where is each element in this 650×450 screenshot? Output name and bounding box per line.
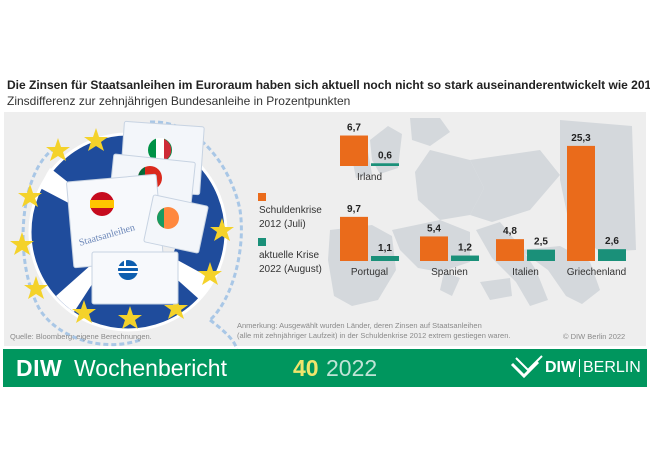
legend-2012-line2: 2012 (Juli): [259, 219, 306, 230]
value-label-griechenland-series1: 25,3: [571, 133, 591, 144]
greece-flag-icon: [118, 260, 138, 280]
bond-sheets: Staatsanleihen: [66, 120, 209, 305]
value-label-irland-series2: 0,6: [378, 150, 392, 161]
banner-year: 2022: [326, 355, 378, 381]
logo-separator: [579, 359, 580, 377]
bar-italien-series2: [527, 249, 555, 261]
bar-irland-series2: [371, 163, 399, 166]
footnote: Anmerkung: Ausgewählt wurden Länder, der…: [237, 321, 537, 341]
bar-italien-series1: [496, 239, 524, 261]
bar-griechenland-series1: [567, 145, 595, 261]
value-label-portugal-series1: 9,7: [347, 204, 361, 215]
category-label-spanien: Spanien: [431, 267, 468, 278]
legend-2022-line1: aktuelle Krise: [259, 250, 320, 261]
europe-map: [328, 118, 636, 306]
banner-publication: Wochenbericht: [74, 355, 227, 381]
bar-griechenland-series2: [598, 249, 626, 261]
diw-logo-icon: [510, 355, 543, 379]
bar-portugal-series2: [371, 255, 399, 261]
banner-brand: DIW: [16, 355, 63, 381]
chart-subtitle: Zinsdifferenz zur zehnjährigen Bundesanl…: [7, 94, 351, 108]
eu-star-icons: [10, 128, 234, 329]
value-label-spanien-series1: 5,4: [427, 223, 441, 234]
publication-banner: [3, 349, 647, 387]
copyright: © DIW Berlin 2022: [563, 332, 626, 341]
category-label-griechenland: Griechenland: [567, 267, 626, 278]
bar-chart: 6,7 0,6 Irland 9,7 1,1 Portugal 5,4 1,2 Spanien 4…: [340, 123, 626, 278]
legend-label-2022: aktuelle Krise 2022 (August): [259, 249, 339, 277]
legend-2022-line2: 2022 (August): [259, 264, 322, 275]
logo-city: BERLIN: [583, 359, 641, 376]
value-label-irland-series1: 6,7: [347, 123, 361, 134]
banner-issue: 40: [293, 355, 319, 381]
category-label-italien: Italien: [512, 267, 539, 278]
bar-spanien-series1: [420, 236, 448, 261]
value-label-italien-series1: 4,8: [503, 226, 517, 237]
source-note: Quelle: Bloomberg; eigene Berechnungen.: [10, 332, 152, 341]
bar-portugal-series1: [340, 216, 368, 261]
legend-swatch-2012: [258, 193, 266, 201]
legend-swatch-2022: [258, 238, 266, 246]
bar-spanien-series2: [451, 255, 479, 261]
value-label-spanien-series2: 1,2: [458, 243, 472, 254]
value-label-portugal-series2: 1,1: [378, 243, 392, 254]
legend-2012-line1: Schuldenkrise: [259, 205, 322, 216]
value-label-italien-series2: 2,5: [534, 237, 548, 248]
value-label-griechenland-series2: 2,6: [605, 236, 619, 247]
legend-label-2012: Schuldenkrise 2012 (Juli): [259, 204, 339, 232]
chart-title: Die Zinsen für Staatsanleihen im Eurorau…: [7, 78, 650, 92]
footnote-line2: (alle mit zehnjähriger Laufzeit) in der …: [237, 331, 511, 340]
category-label-portugal: Portugal: [351, 267, 388, 278]
lifebuoy-illustration: Staatsanleihen: [10, 120, 243, 362]
logo-brand: DIW: [545, 359, 577, 376]
bar-irland-series1: [340, 135, 368, 166]
category-label-irland: Irland: [357, 172, 382, 183]
footnote-line1: Anmerkung: Ausgewählt wurden Länder, der…: [237, 321, 482, 330]
